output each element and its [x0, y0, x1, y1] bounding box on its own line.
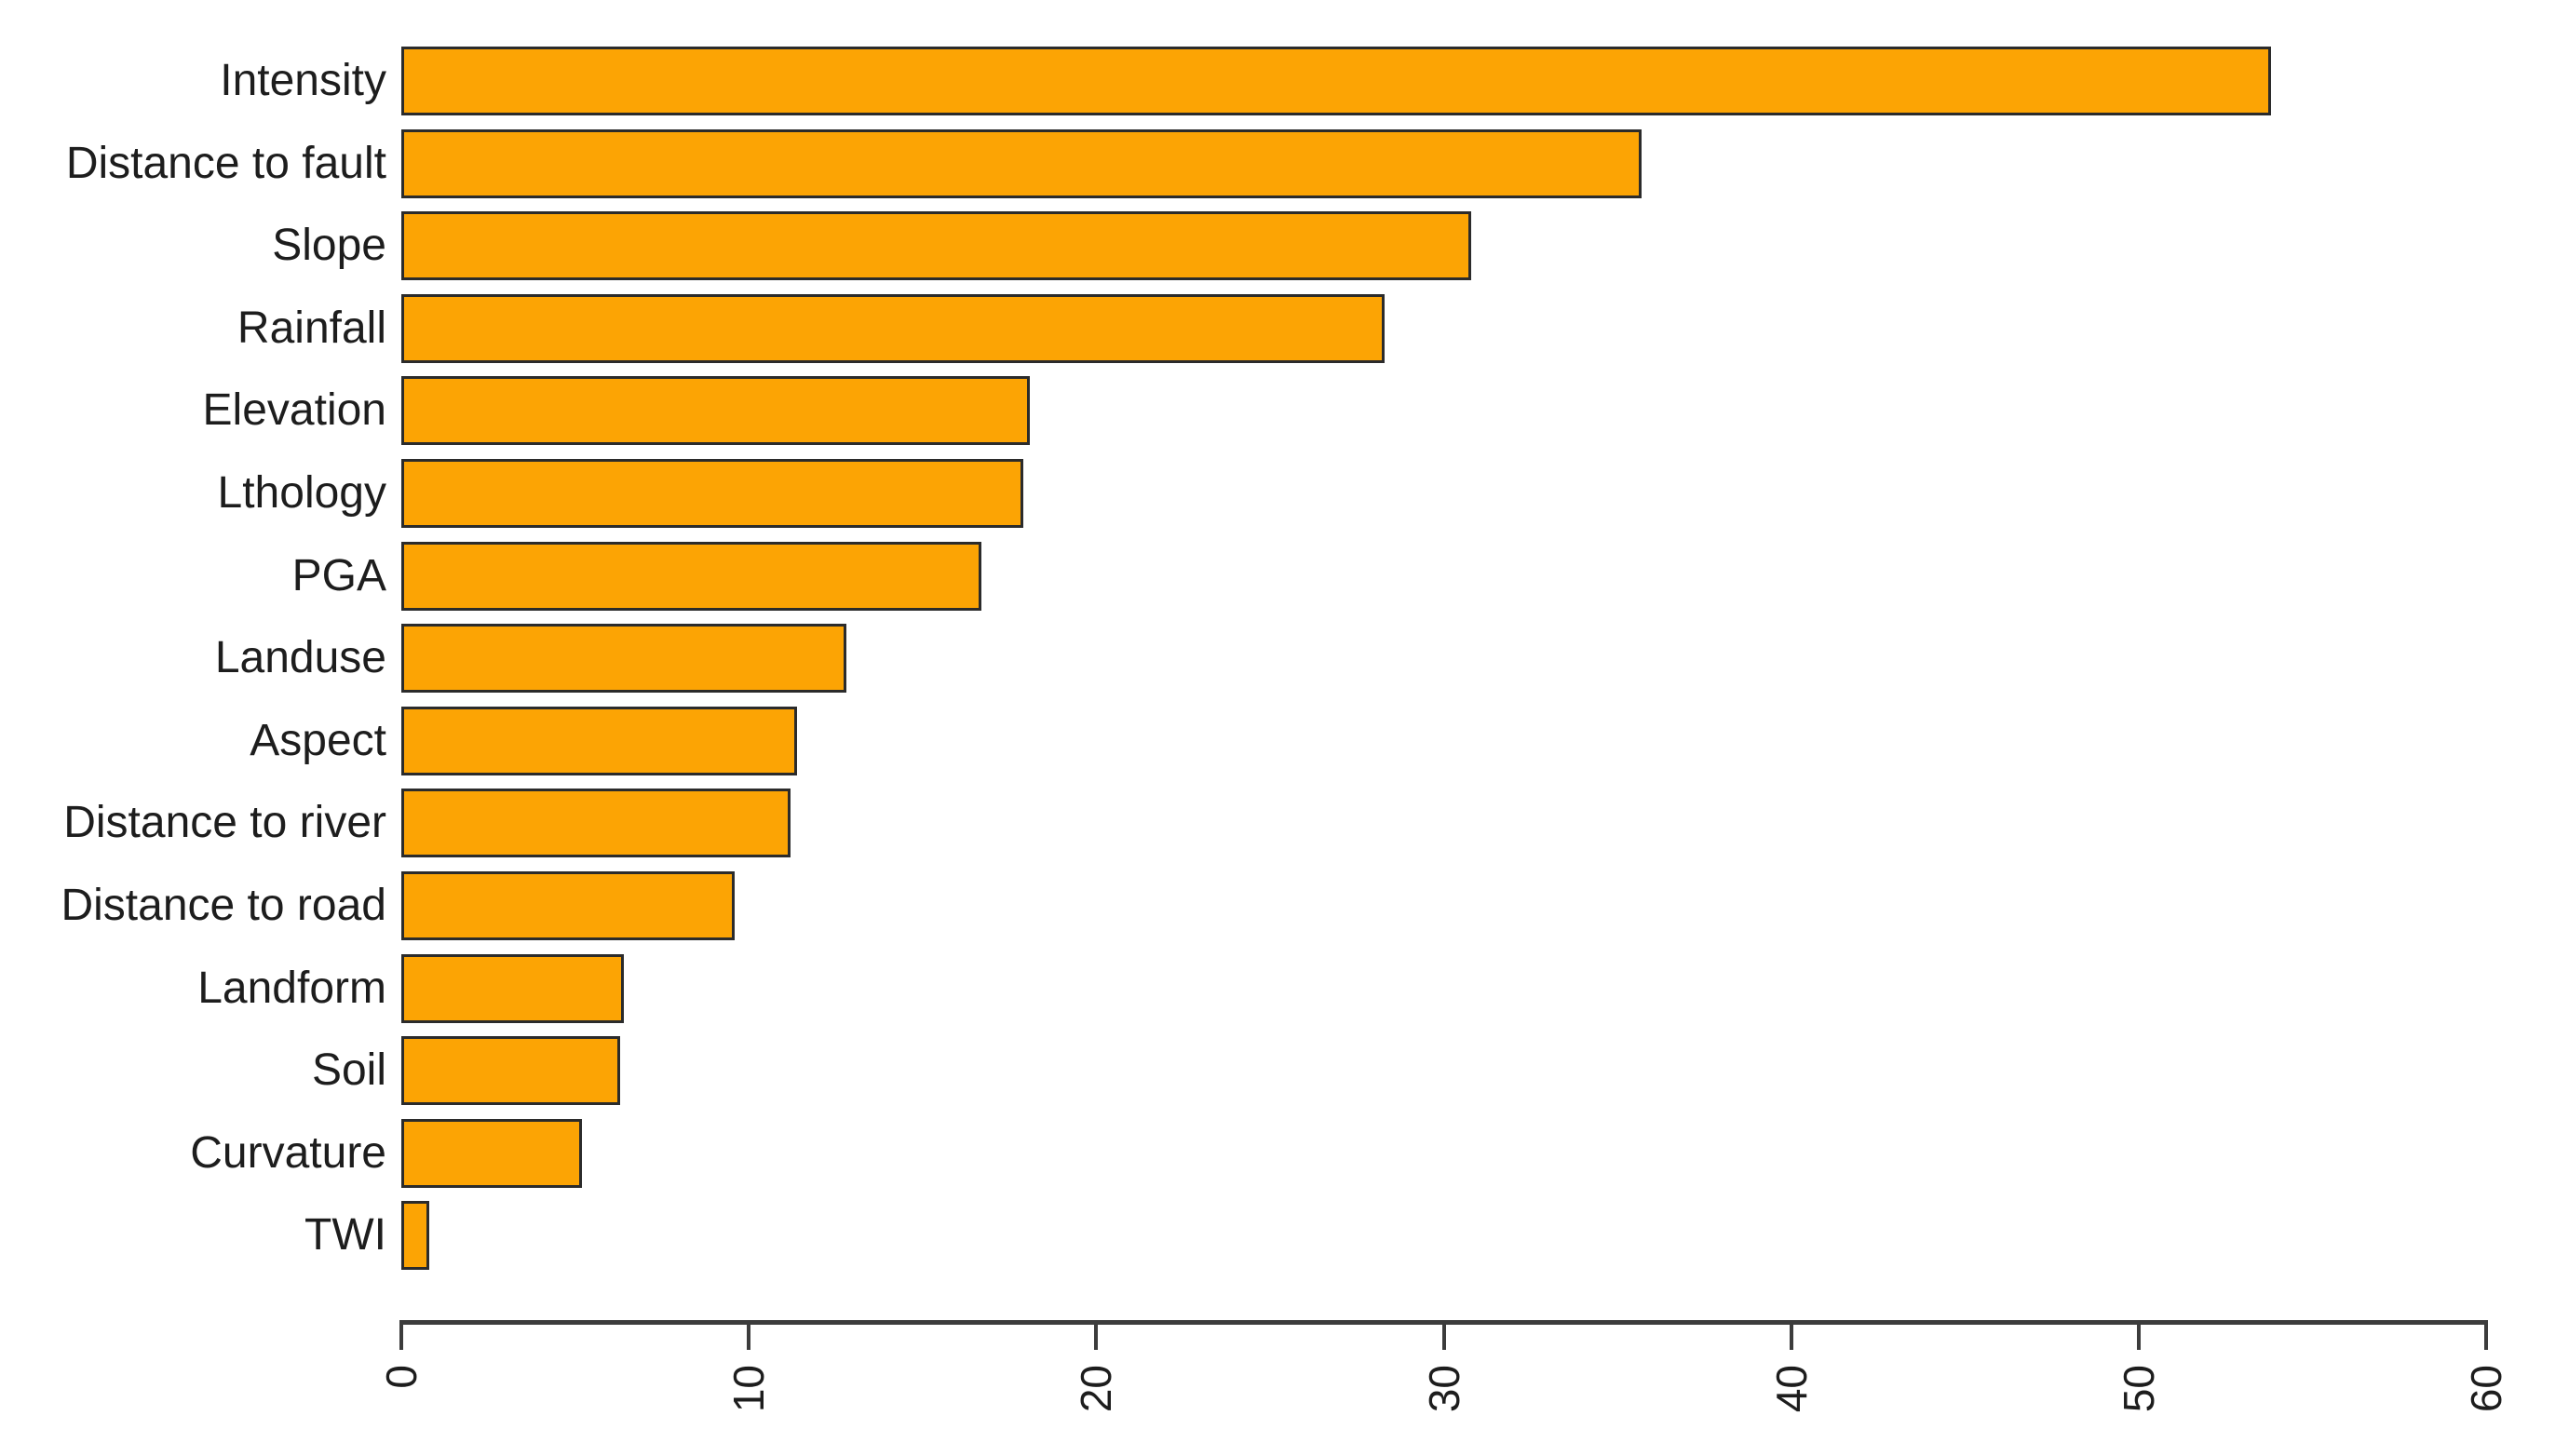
bar — [401, 211, 1472, 281]
x-tick-label: 50 — [2114, 1365, 2163, 1413]
bar — [401, 293, 1386, 363]
category-label: Soil — [311, 1045, 386, 1096]
category-label: TWI — [304, 1210, 386, 1261]
bar — [401, 459, 1023, 528]
x-tick-mark — [399, 1320, 403, 1350]
bar-row: Intensity — [0, 47, 2555, 115]
bar-row: Distance to fault — [0, 128, 2555, 198]
bar — [401, 1118, 583, 1188]
x-tick-label: 40 — [1766, 1365, 1816, 1413]
category-label: Elevation — [202, 385, 386, 436]
category-label: Lthology — [217, 468, 386, 518]
bar-row: Landform — [0, 953, 2555, 1023]
category-label: Landuse — [214, 633, 386, 683]
bar-row: Soil — [0, 1036, 2555, 1106]
bar — [401, 789, 791, 858]
x-tick-mark — [1094, 1320, 1099, 1350]
bar-row: Slope — [0, 211, 2555, 281]
x-tick-mark — [747, 1320, 751, 1350]
bar-row: Aspect — [0, 706, 2555, 775]
bar — [401, 47, 2271, 115]
x-tick-mark — [2136, 1320, 2141, 1350]
x-tick-label: 20 — [1072, 1365, 1121, 1413]
bar-row: Rainfall — [0, 293, 2555, 363]
bar — [401, 541, 982, 611]
bar — [401, 128, 1642, 198]
bar — [401, 376, 1031, 446]
category-label: Slope — [272, 221, 386, 271]
category-label: Rainfall — [237, 303, 386, 353]
bar — [401, 706, 798, 775]
category-label: Distance to fault — [65, 138, 386, 188]
x-tick-mark — [1789, 1320, 1793, 1350]
bar-row: Landuse — [0, 624, 2555, 694]
bar — [401, 624, 846, 694]
bar-row: Curvature — [0, 1118, 2555, 1188]
category-label: Intensity — [220, 56, 386, 105]
bar-row: PGA — [0, 541, 2555, 611]
x-tick-label: 60 — [2462, 1365, 2510, 1413]
category-label: PGA — [291, 550, 386, 600]
bar — [401, 953, 624, 1023]
bar-row: Distance to river — [0, 789, 2555, 858]
bar — [401, 1036, 621, 1106]
x-tick-label: 10 — [724, 1365, 774, 1413]
bar-row: Lthology — [0, 459, 2555, 528]
bar — [401, 871, 736, 940]
bar — [401, 1201, 429, 1271]
bar-row: Elevation — [0, 376, 2555, 446]
x-tick-mark — [2484, 1320, 2488, 1350]
bar-row: Distance to road — [0, 871, 2555, 940]
x-tick-label: 30 — [1419, 1365, 1468, 1413]
x-tick-label: 0 — [377, 1365, 426, 1389]
x-tick-mark — [1441, 1320, 1446, 1350]
category-label: Landform — [197, 963, 386, 1013]
category-label: Distance to river — [63, 798, 386, 848]
bar-row: TWI — [0, 1201, 2555, 1271]
category-label: Curvature — [190, 1127, 386, 1178]
category-label: Distance to road — [61, 881, 386, 930]
category-label: Aspect — [250, 715, 386, 765]
